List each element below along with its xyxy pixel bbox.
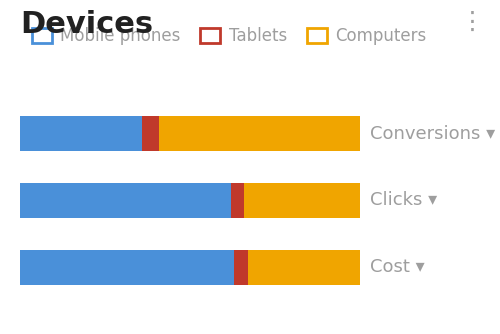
- Text: ⋮: ⋮: [460, 10, 485, 34]
- Bar: [248, 250, 360, 285]
- Bar: [160, 116, 360, 151]
- Bar: [142, 116, 160, 151]
- Text: Cost ▾: Cost ▾: [370, 258, 425, 276]
- Text: Clicks ▾: Clicks ▾: [370, 191, 438, 209]
- Bar: [20, 183, 231, 218]
- Bar: [20, 250, 234, 285]
- Bar: [244, 183, 360, 218]
- Text: Conversions ▾: Conversions ▾: [370, 125, 496, 143]
- Bar: [231, 183, 244, 218]
- Text: Devices: Devices: [20, 10, 153, 39]
- Legend: Mobile phones, Tablets, Computers: Mobile phones, Tablets, Computers: [25, 21, 433, 52]
- Bar: [20, 116, 142, 151]
- Bar: [234, 250, 248, 285]
